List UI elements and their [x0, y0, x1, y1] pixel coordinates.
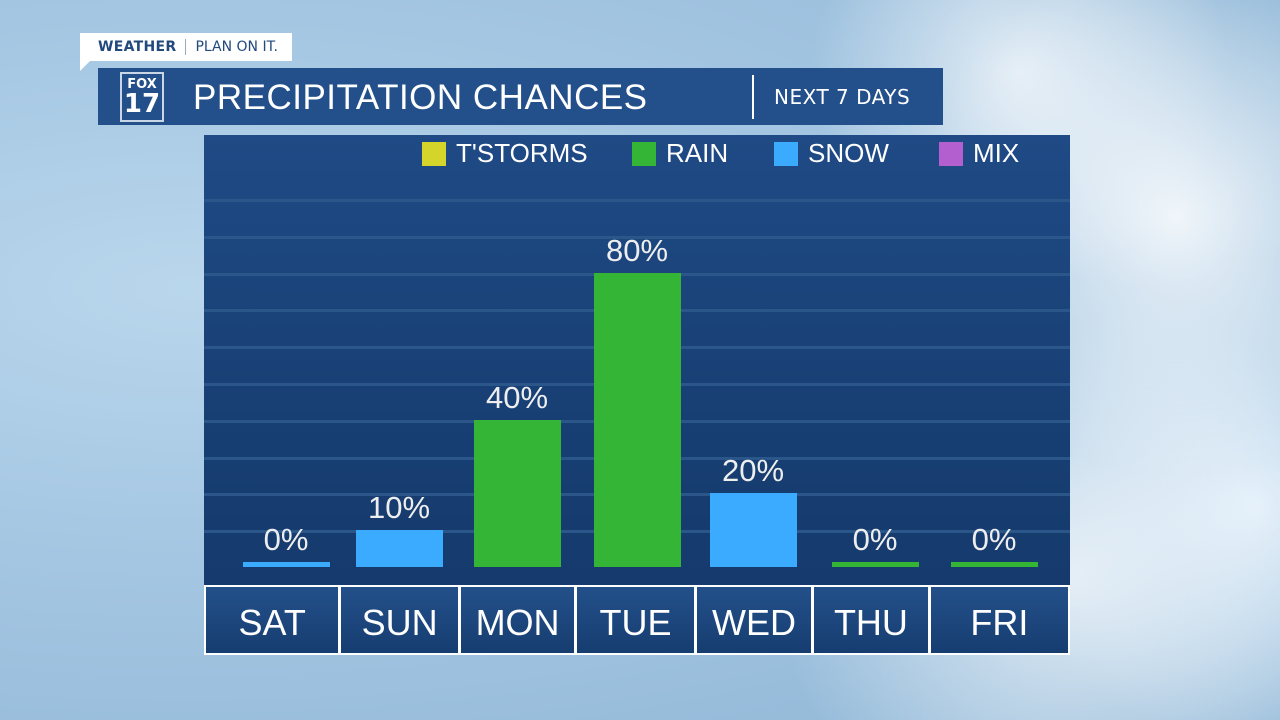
fox17-logo: FOX 17	[120, 72, 164, 122]
legend-swatch	[774, 141, 798, 166]
page-subtitle: NEXT 7 DAYS	[774, 85, 911, 109]
day-label-thu: THU	[814, 587, 931, 653]
day-label-mon: MON	[460, 587, 578, 653]
gridline	[204, 199, 1070, 202]
legend-item-tstorms: T'STORMS	[422, 138, 588, 169]
data-label-wed: 20%	[721, 453, 785, 489]
legend-item-snow: SNOW	[774, 138, 889, 169]
legend: T'STORMS RAIN SNOW MIX	[204, 138, 1070, 168]
legend-label: SNOW	[808, 138, 889, 168]
tag-weather: WEATHER	[98, 39, 177, 55]
data-label-sun: 10%	[367, 490, 431, 526]
logo-17: 17	[123, 88, 161, 119]
bar-thu	[831, 562, 919, 567]
legend-swatch	[422, 141, 446, 166]
legend-label: T'STORMS	[456, 138, 588, 168]
bar-fri	[950, 562, 1038, 567]
brand-tag: WEATHER PLAN ON IT.	[80, 33, 292, 71]
legend-label: RAIN	[666, 138, 729, 168]
bar-mon	[473, 419, 561, 567]
bar-sun	[355, 530, 443, 567]
bar-tue	[593, 272, 681, 567]
page-title: PRECIPITATION CHANCES	[193, 78, 648, 117]
gridline	[204, 235, 1070, 239]
data-label-thu: 0%	[852, 522, 898, 557]
legend-swatch	[632, 141, 656, 166]
bar-wed	[709, 493, 797, 567]
day-label-fri: FRI	[930, 587, 1069, 653]
title-bar: FOX 17 PRECIPITATION CHANCES NEXT 7 DAYS	[98, 68, 943, 125]
bar-sat	[242, 562, 330, 567]
legend-item-rain: RAIN	[632, 138, 728, 169]
day-label-sun: SUN	[341, 587, 461, 653]
data-label-mon: 40%	[485, 379, 549, 415]
legend-label: MIX	[973, 138, 1020, 168]
data-label-sat: 0%	[263, 522, 309, 557]
data-label-tue: 80%	[605, 232, 669, 268]
day-label-sat: SAT	[206, 587, 342, 653]
legend-swatch	[939, 141, 963, 166]
logo-fox: FOX	[127, 76, 157, 92]
tag-slogan: PLAN ON IT.	[195, 39, 278, 55]
chart-panel: T'STORMS RAIN SNOW MIX SAT SUN MON TUE WED THU FR…	[204, 135, 1070, 655]
legend-item-mix: MIX	[939, 138, 1019, 169]
title-divider	[752, 75, 754, 119]
tag-divider	[185, 39, 187, 55]
day-label-tue: TUE	[577, 587, 697, 653]
data-label-fri: 0%	[971, 522, 1017, 557]
day-axis: SAT SUN MON TUE WED THU FRI	[204, 585, 1070, 655]
day-label-wed: WED	[696, 587, 815, 653]
